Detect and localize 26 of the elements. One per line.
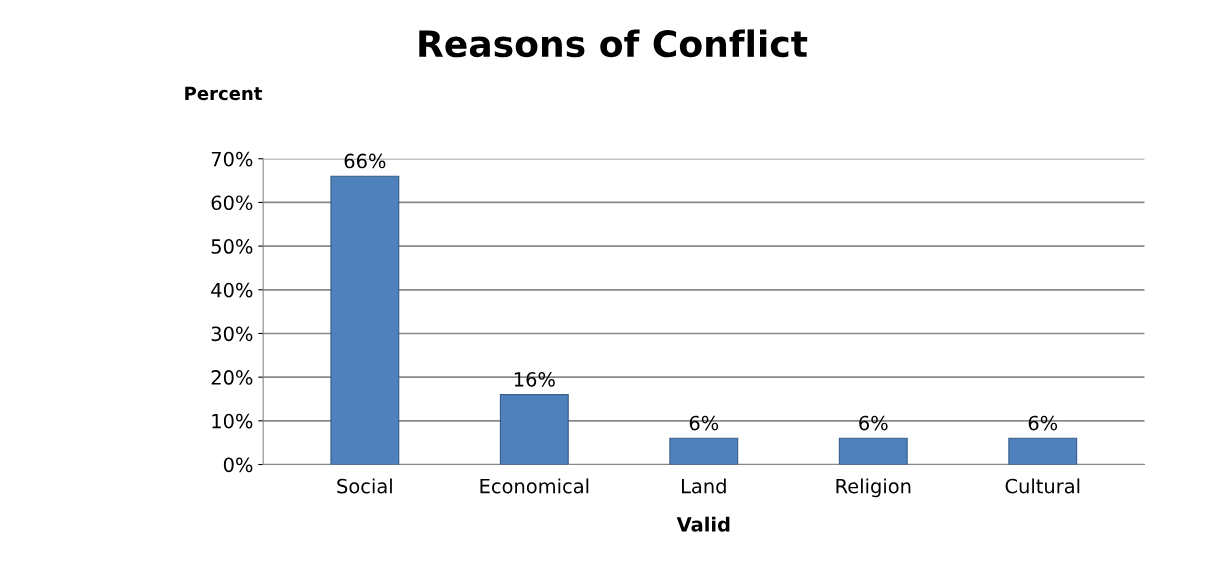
bar — [1008, 437, 1078, 465]
bar — [499, 394, 569, 465]
bar — [838, 437, 908, 465]
y-tick-label: 70% — [211, 151, 253, 167]
y-tick-label: 40% — [211, 282, 253, 298]
data-label: 6% — [1028, 415, 1058, 431]
y-tick-label: 50% — [211, 239, 253, 254]
x-tick-label: Cultural — [1005, 478, 1080, 494]
y-tick-label: 30% — [211, 326, 253, 342]
y-tick-label: 10% — [212, 413, 253, 429]
x-tick-label: Religion — [836, 478, 911, 498]
x-tick-label: Land — [682, 478, 726, 494]
bar — [669, 437, 739, 465]
x-tick-label: Economical — [480, 478, 589, 494]
data-label: 6% — [689, 415, 719, 431]
bar — [330, 175, 400, 465]
data-label: 66% — [344, 153, 386, 169]
y-tick-label: 60% — [211, 195, 253, 211]
y-tick-label: 20% — [211, 370, 253, 385]
x-tick-label: Social — [337, 478, 392, 494]
y-axis-title: Percent — [185, 86, 262, 101]
x-axis-title: Valid — [676, 516, 730, 532]
data-label: 6% — [859, 415, 888, 431]
chart-title: Reasons of Conflict — [419, 29, 808, 58]
data-label: 16% — [514, 371, 555, 387]
y-tick-label: 0% — [223, 457, 253, 473]
